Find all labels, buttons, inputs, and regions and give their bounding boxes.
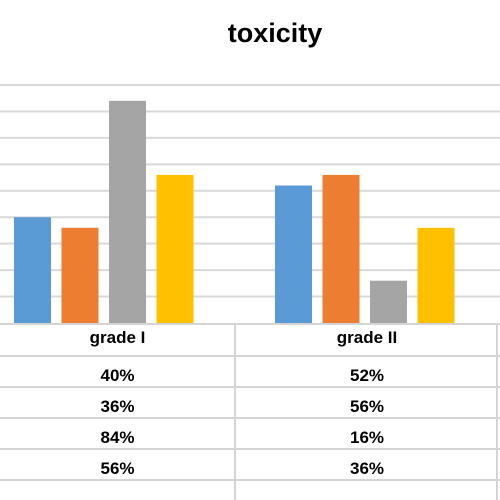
table-divider: [0, 323, 500, 325]
table-cell: 56%: [100, 459, 135, 478]
table-row: 36% 56%: [0, 392, 500, 422]
table-divider: [0, 386, 500, 388]
bar-grade-ii-series-4: [417, 227, 455, 323]
table-cell: 36%: [349, 459, 385, 478]
table-row: 84% 16%: [0, 423, 500, 453]
table-row: 56% 36%: [0, 454, 500, 484]
category-label-grade-ii: grade II: [336, 328, 398, 347]
bar-grade-i-series-4: [156, 174, 194, 323]
table-cell: 16%: [349, 428, 385, 447]
table-divider: [0, 479, 500, 481]
table-divider: [0, 448, 500, 450]
table-cell: 40%: [100, 366, 135, 385]
bar-grade-i-series-3: [109, 100, 146, 323]
table-cell: 84%: [100, 428, 135, 447]
table-cell: 56%: [349, 397, 385, 416]
bar-grade-ii-series-1: [275, 185, 312, 323]
table-divider: [0, 355, 500, 357]
bar-grade-i-series-2: [61, 227, 99, 323]
bar-grade-i-series-1: [14, 217, 51, 323]
bar-grade-ii-series-2: [322, 174, 360, 323]
table-column-divider: [234, 323, 236, 500]
table-divider: [0, 417, 500, 419]
category-label-grade-i: grade I: [89, 328, 146, 347]
chart-title: toxicity: [227, 18, 323, 48]
table-header-row: grade I grade II: [0, 323, 500, 353]
bar-chart-plot: [0, 84, 500, 323]
table-cell: 36%: [100, 397, 135, 416]
bar-grade-ii-series-3: [370, 280, 407, 323]
table-cell: 52%: [349, 366, 385, 385]
table-column-divider: [496, 323, 498, 500]
table-row: 40% 52%: [0, 361, 500, 391]
bars: [14, 100, 455, 323]
